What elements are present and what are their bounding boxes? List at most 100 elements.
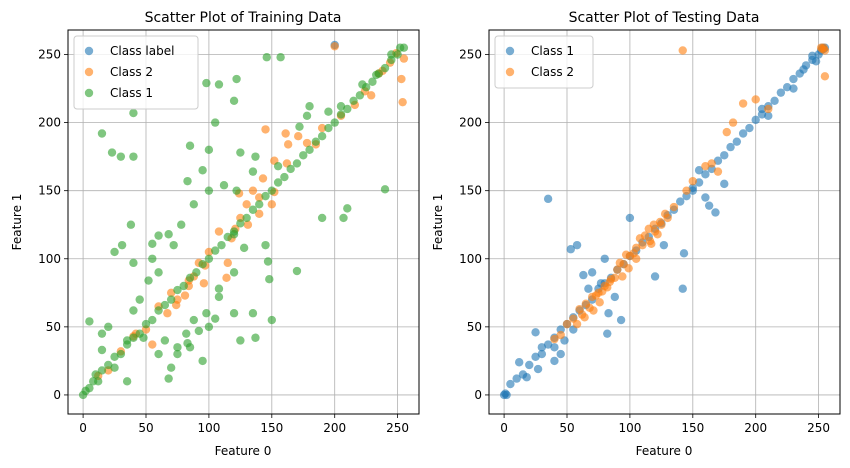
data-point <box>531 352 540 362</box>
data-point <box>261 240 270 250</box>
data-point <box>276 53 285 62</box>
data-point <box>110 247 119 257</box>
data-point <box>811 57 821 66</box>
data-point <box>173 285 182 295</box>
axis-ticks: 0 50 100 150 200 250 0 50 100 150 200 250 <box>459 48 830 435</box>
data-point <box>393 50 402 59</box>
data-point <box>764 111 773 120</box>
data-point <box>97 345 107 355</box>
grid-lines <box>489 30 840 414</box>
data-point <box>543 340 553 349</box>
data-point <box>572 240 582 250</box>
data-point <box>116 152 126 161</box>
data-point <box>154 231 163 240</box>
data-point <box>688 176 698 186</box>
data-point <box>317 123 327 133</box>
data-point <box>512 374 521 383</box>
plot-frame <box>67 29 420 415</box>
data-point <box>556 330 565 340</box>
data-point <box>550 356 559 366</box>
data-point <box>339 213 348 223</box>
x-tick-label: 100 <box>197 421 220 435</box>
data-point <box>292 159 302 168</box>
data-point <box>506 379 515 389</box>
data-point <box>273 161 283 171</box>
legend-marker <box>505 67 515 77</box>
data-point <box>694 178 704 187</box>
data-point <box>618 272 627 281</box>
data-point <box>302 138 312 148</box>
data-point <box>701 170 710 179</box>
legend-label: Class 2 <box>110 65 153 79</box>
data-point <box>173 343 182 352</box>
data-point <box>265 274 274 284</box>
data-point <box>336 110 346 119</box>
data-point <box>562 319 572 329</box>
data-point <box>185 141 195 150</box>
data-point <box>232 186 241 195</box>
data-point <box>273 178 283 187</box>
data-point <box>202 309 211 318</box>
data-point <box>776 88 786 97</box>
data-point <box>110 363 119 372</box>
data-point <box>91 370 100 379</box>
data-point <box>616 315 626 325</box>
y-tick-label: 250 <box>38 48 61 62</box>
y-tick-label: 200 <box>38 116 61 130</box>
data-point <box>584 284 593 293</box>
chart-title: Scatter Plot of Training Data <box>145 10 342 26</box>
data-point <box>217 240 226 250</box>
data-point <box>399 54 409 63</box>
y-tick-label: 0 <box>53 388 61 402</box>
plot-frame <box>488 29 841 415</box>
data-point <box>522 373 531 382</box>
data-point <box>251 333 260 342</box>
data-point <box>85 317 94 326</box>
y-axis-label: Feature 1 <box>431 194 445 251</box>
data-point <box>129 108 138 118</box>
data-point <box>550 334 559 344</box>
data-point <box>678 284 687 293</box>
data-point <box>720 151 729 160</box>
y-tick-label: 100 <box>38 252 61 266</box>
data-point <box>85 383 94 393</box>
data-point <box>222 273 231 283</box>
training-scatter-chart: 0 50 100 150 200 250 0 50 100 150 200 250 Scatter P… <box>10 10 420 458</box>
data-point <box>543 194 553 204</box>
data-point <box>525 360 534 370</box>
data-point <box>267 186 277 195</box>
x-tick-label: 250 <box>807 421 830 435</box>
data-point <box>294 132 303 141</box>
data-point <box>343 104 352 114</box>
data-point <box>104 322 113 332</box>
x-tick-label: 150 <box>681 421 704 435</box>
data-point <box>210 118 220 127</box>
data-point <box>701 193 710 202</box>
data-point <box>229 309 239 318</box>
data-point <box>169 240 178 250</box>
data-point <box>135 295 144 304</box>
data-point <box>267 315 277 325</box>
data-point <box>738 99 748 108</box>
data-point <box>764 104 773 114</box>
data-point <box>104 360 113 370</box>
data-point <box>160 336 170 345</box>
data-point <box>625 213 635 223</box>
data-point <box>214 284 224 293</box>
data-points <box>499 43 830 400</box>
data-point <box>148 254 157 263</box>
data-point <box>183 176 192 186</box>
data-point <box>502 390 511 400</box>
data-point <box>242 200 251 209</box>
data-point <box>194 326 204 336</box>
data-point <box>745 123 754 133</box>
x-tick-label: 150 <box>260 421 283 435</box>
data-point <box>649 220 659 229</box>
series-class-1 <box>78 43 409 400</box>
data-point <box>173 295 182 304</box>
data-point <box>182 329 191 338</box>
data-point <box>577 310 587 319</box>
data-point <box>537 349 547 359</box>
data-point <box>368 77 377 86</box>
data-point <box>236 148 245 157</box>
